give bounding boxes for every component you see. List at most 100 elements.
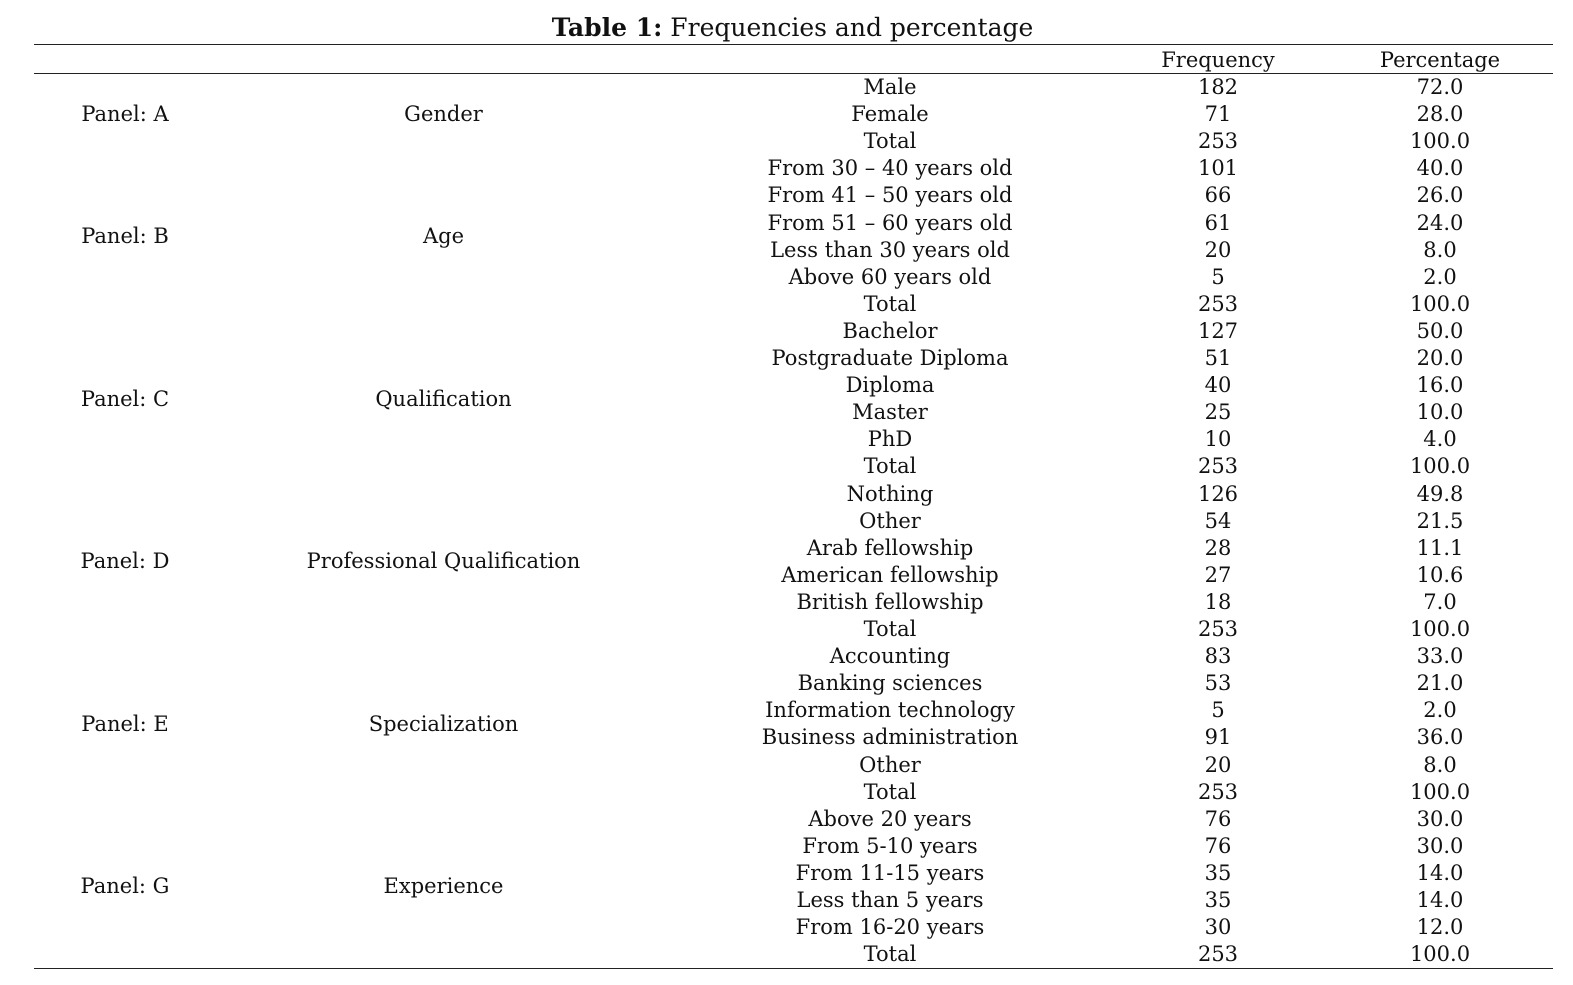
table-row: From 30 – 40 years old 101 40.0 xyxy=(34,155,1553,182)
frequency-cell: 5 xyxy=(1211,264,1225,289)
percentage-cell: 2.0 xyxy=(1423,698,1457,723)
category-cell: From 16-20 years xyxy=(795,915,985,940)
panel-label: Panel: B xyxy=(81,224,169,249)
frequency-cell: 101 xyxy=(1197,156,1239,181)
panel-label: Panel: C xyxy=(80,386,170,411)
category-cell: Above 20 years xyxy=(808,806,972,831)
table-row: From 51 – 60 years old 61 24.0 xyxy=(34,210,1553,237)
percentage-cell: 100.0 xyxy=(1409,129,1471,154)
table-row: From 11-15 years 35 14.0 xyxy=(34,860,1553,887)
table-row: Business administration 91 36.0 xyxy=(34,724,1553,751)
percentage-cell: 50.0 xyxy=(1416,318,1464,343)
bottom-rule xyxy=(34,968,1553,969)
frequency-cell: 253 xyxy=(1197,779,1239,804)
percentage-cell: 49.8 xyxy=(1416,481,1464,506)
category-cell: Arab fellowship xyxy=(806,535,974,560)
table-row: Female 71 28.0 xyxy=(34,101,1553,128)
frequency-cell: 91 xyxy=(1204,725,1232,750)
category-cell: Less than 5 years xyxy=(796,888,984,912)
table-row: Other 54 21.5 xyxy=(34,508,1553,535)
frequency-cell: 20 xyxy=(1204,752,1232,777)
percentage-cell: 26.0 xyxy=(1416,183,1464,208)
header-percentage: Percentage xyxy=(1379,48,1501,72)
header-frequency: Frequency xyxy=(1161,48,1275,72)
percentage-cell: 7.0 xyxy=(1423,589,1457,614)
table-row: Less than 5 years 35 14.0 xyxy=(34,887,1553,914)
table-row: Nothing 126 49.8 xyxy=(34,481,1553,508)
frequency-cell: 51 xyxy=(1204,346,1232,370)
table-row: Banking sciences 53 21.0 xyxy=(34,670,1553,697)
category-cell: From 11-15 years xyxy=(795,860,985,885)
percentage-cell: 16.0 xyxy=(1416,373,1464,398)
panel-label: Panel: D xyxy=(80,549,170,574)
frequency-cell: 61 xyxy=(1204,210,1232,235)
category-cell: Banking sciences xyxy=(797,671,983,696)
frequency-cell: 253 xyxy=(1197,291,1239,316)
percentage-cell: 12.0 xyxy=(1416,915,1464,940)
percentage-cell: 14.0 xyxy=(1416,888,1464,912)
category-cell: From 5-10 years xyxy=(802,833,978,858)
category-cell: British fellowship xyxy=(796,589,984,614)
variable-label: Age xyxy=(422,224,465,249)
percentage-cell: 8.0 xyxy=(1423,752,1457,777)
percentage-cell: 72.0 xyxy=(1416,75,1464,99)
frequency-cell: 71 xyxy=(1204,102,1232,127)
frequency-cell: 53 xyxy=(1204,671,1232,696)
frequency-cell: 76 xyxy=(1204,806,1232,831)
frequency-cell: 253 xyxy=(1197,129,1239,154)
percentage-cell: 100.0 xyxy=(1409,291,1471,316)
table-row: Total 253 100.0 xyxy=(34,779,1553,806)
variable-label: Professional Qualification xyxy=(306,549,581,574)
category-cell: Male xyxy=(863,75,917,99)
category-cell: American fellowship xyxy=(781,562,999,587)
table-row: Postgraduate Diploma 51 20.0 xyxy=(34,345,1553,372)
variable-label: Gender xyxy=(404,102,483,127)
category-cell: Total xyxy=(863,779,917,804)
category-cell: Nothing xyxy=(846,481,934,506)
top-rule xyxy=(34,44,1553,45)
table-row: Above 60 years old 5 2.0 xyxy=(34,264,1553,291)
category-cell: Business administration xyxy=(761,725,1019,750)
table-row: American fellowship 27 10.6 xyxy=(34,562,1553,589)
category-cell: From 51 – 60 years old xyxy=(767,210,1013,235)
frequency-cell: 253 xyxy=(1197,942,1239,967)
frequency-cell: 182 xyxy=(1197,75,1239,99)
percentage-cell: 21.5 xyxy=(1416,508,1464,533)
percentage-cell: 100.0 xyxy=(1409,617,1471,641)
category-cell: Diploma xyxy=(845,373,935,398)
frequency-cell: 76 xyxy=(1204,833,1232,858)
percentage-cell: 28.0 xyxy=(1416,102,1464,127)
frequency-cell: 127 xyxy=(1197,318,1239,343)
table-row: Total 253 100.0 xyxy=(34,616,1553,643)
table-row: Total 253 100.0 xyxy=(34,291,1553,318)
percentage-cell: 36.0 xyxy=(1416,725,1464,750)
category-cell: Postgraduate Diploma xyxy=(771,346,1009,370)
frequency-cell: 83 xyxy=(1204,644,1232,669)
frequency-cell: 35 xyxy=(1204,860,1232,885)
category-cell: Total xyxy=(863,291,917,316)
panel-label: Panel: A xyxy=(81,102,169,127)
table-caption: Table 1: Frequencies and percentage xyxy=(0,12,1573,44)
variable-label: Specialization xyxy=(368,711,519,736)
variable-label: Experience xyxy=(383,874,504,899)
frequency-cell: 253 xyxy=(1197,617,1239,641)
percentage-cell: 30.0 xyxy=(1416,833,1464,858)
table-row: Above 20 years 76 30.0 xyxy=(34,806,1553,833)
percentage-cell: 33.0 xyxy=(1416,644,1464,669)
percentage-cell: 20.0 xyxy=(1416,346,1464,370)
category-cell: Female xyxy=(851,102,929,127)
percentage-cell: 11.1 xyxy=(1416,535,1464,560)
category-cell: Accounting xyxy=(829,644,951,669)
category-cell: Master xyxy=(852,400,928,425)
percentage-cell: 100.0 xyxy=(1409,454,1471,479)
frequency-cell: 253 xyxy=(1197,454,1239,479)
table-caption-label: Table 1: xyxy=(551,13,663,42)
frequency-cell: 5 xyxy=(1211,698,1225,723)
header-rule xyxy=(34,73,1553,74)
category-cell: From 41 – 50 years old xyxy=(767,183,1013,208)
category-cell: Information technology xyxy=(765,698,1015,723)
percentage-cell: 10.6 xyxy=(1416,562,1464,587)
frequency-cell: 27 xyxy=(1204,562,1232,587)
table-row: Total 253 100.0 xyxy=(34,941,1553,968)
frequency-cell: 40 xyxy=(1204,373,1232,398)
